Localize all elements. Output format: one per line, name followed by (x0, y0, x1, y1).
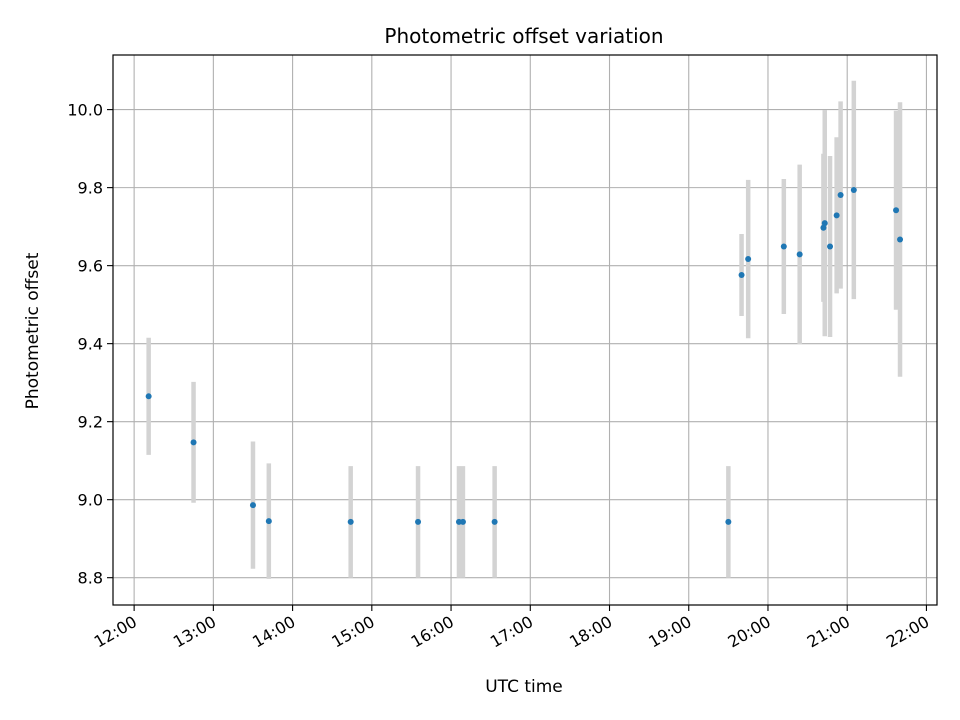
x-axis-title: UTC time (485, 677, 563, 697)
x-tick-label: 17:00 (487, 612, 536, 652)
x-tick-label: 21:00 (804, 612, 853, 652)
grid-lines (113, 55, 937, 605)
y-tick-label: 10.0 (67, 101, 103, 120)
x-axis-ticks: 12:00 13:00 14:00 15:00 16:00 17:00 18:00 19:00… (91, 605, 932, 652)
data-point (837, 192, 844, 199)
y-tick-label: 9.8 (78, 179, 103, 198)
data-point (796, 251, 803, 258)
data-point (780, 243, 787, 250)
x-tick-label: 13:00 (170, 612, 219, 652)
error-bars (146, 80, 903, 579)
x-tick-label: 18:00 (566, 612, 615, 652)
x-tick-label: 14:00 (249, 612, 298, 652)
data-point (820, 224, 827, 231)
data-point (190, 439, 197, 446)
y-axis-title: Photometric offset (23, 252, 43, 409)
y-tick-label: 8.8 (78, 569, 103, 588)
data-points (145, 186, 904, 525)
y-tick-label: 9.2 (78, 413, 103, 432)
x-tick-label: 22:00 (883, 612, 932, 652)
x-tick-label: 15:00 (328, 612, 377, 652)
data-point (833, 212, 840, 219)
y-tick-label: 9.0 (78, 491, 103, 510)
data-point (821, 220, 828, 227)
data-point (893, 207, 900, 214)
data-point (725, 518, 732, 525)
y-tick-label: 9.4 (78, 335, 103, 354)
data-point (265, 518, 272, 525)
x-tick-label: 19:00 (645, 612, 694, 652)
y-axis-ticks: 8.8 9.0 9.2 9.4 9.6 9.8 10.0 (67, 101, 113, 588)
data-point (738, 272, 745, 278)
y-tick-label: 9.6 (78, 257, 103, 276)
data-point (145, 393, 152, 400)
data-point (415, 518, 422, 525)
data-point (491, 518, 498, 525)
plot-frame (112, 54, 938, 606)
x-tick-label: 12:00 (91, 612, 140, 652)
data-point (897, 236, 904, 243)
data-point (459, 518, 466, 525)
x-tick-label: 16:00 (408, 612, 457, 652)
data-point (347, 518, 354, 525)
data-point (850, 186, 857, 193)
x-tick-label: 20:00 (725, 612, 774, 652)
data-point (249, 502, 256, 509)
data-point (827, 243, 834, 250)
chart-title: Photometric offset variation (384, 24, 663, 48)
data-point (745, 256, 752, 263)
